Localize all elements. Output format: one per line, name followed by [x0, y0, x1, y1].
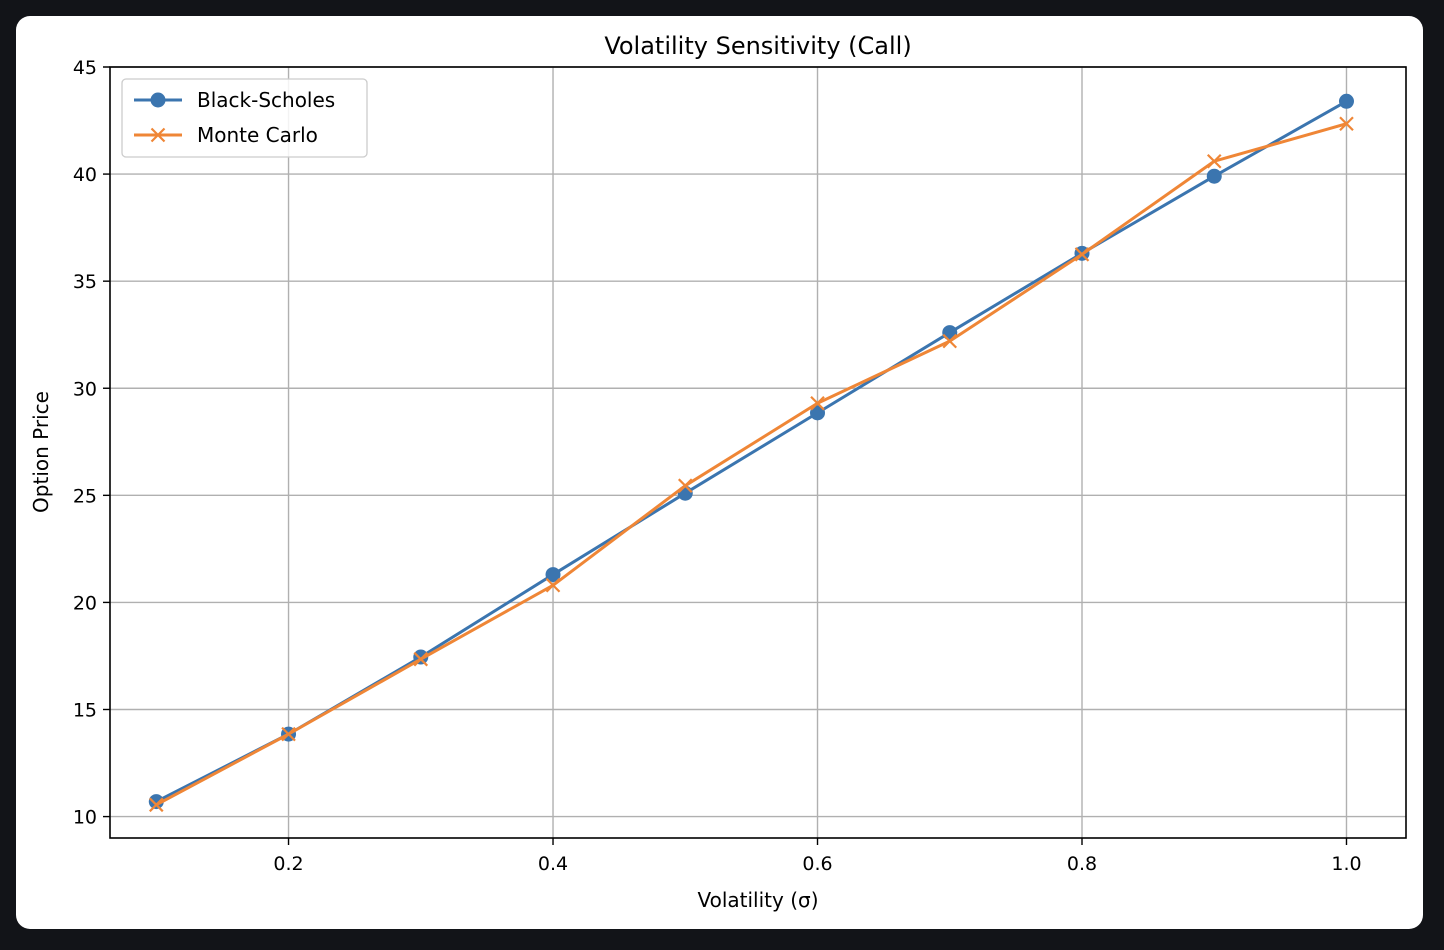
x-tick-label: 0.4 — [538, 853, 568, 875]
legend: Black-Scholes Monte Carlo — [121, 78, 368, 158]
y-tick-label: 25 — [73, 485, 97, 507]
data-point — [281, 726, 296, 742]
data-point — [942, 333, 958, 349]
data-point — [150, 127, 166, 143]
data-point — [1206, 168, 1222, 184]
y-tick-label: 20 — [73, 592, 97, 614]
data-point — [1074, 247, 1090, 262]
legend-box — [121, 78, 368, 158]
legend-label: Monte Carlo — [197, 123, 318, 147]
data-point — [545, 578, 561, 593]
x-tick-label: 0.8 — [1067, 853, 1097, 875]
series-monte-carlo — [149, 116, 1354, 813]
x-tick-label: 1.0 — [1331, 853, 1361, 875]
legend-label: Black-Scholes — [197, 88, 335, 112]
x-tick-label: 0.2 — [273, 853, 303, 875]
axis-ticks: 0.2 0.4 0.6 0.8 1.0 10 15 20 25 30 35 40 45 — [73, 57, 1362, 875]
data-point — [1206, 153, 1222, 169]
data-point — [148, 794, 164, 810]
data-point — [677, 478, 693, 493]
series-line — [155, 122, 1347, 807]
x-tick-label: 0.6 — [802, 853, 832, 875]
data-point — [149, 797, 164, 813]
data-point — [810, 405, 826, 421]
data-point — [545, 567, 561, 583]
series-black-scholes — [148, 93, 1354, 810]
chart-card: Volatility Sensitivity (Call) 0.2 0.4 0.6 0… — [16, 16, 1423, 929]
y-tick-label: 10 — [73, 807, 97, 829]
y-tick-label: 30 — [73, 378, 97, 400]
line-chart: Volatility Sensitivity (Call) 0.2 0.4 0.6 0… — [29, 32, 1407, 912]
y-axis-title: Option Price — [29, 391, 53, 513]
y-tick-label: 40 — [73, 164, 97, 186]
data-point — [1338, 93, 1354, 109]
legend-item: Black-Scholes — [134, 88, 335, 112]
series-line — [155, 99, 1348, 803]
y-tick-label: 45 — [73, 57, 97, 79]
series-layer — [148, 93, 1354, 813]
y-tick-label: 35 — [73, 271, 97, 293]
data-point — [810, 395, 825, 411]
plot-frame — [109, 66, 1407, 839]
y-tick-label: 15 — [73, 700, 97, 722]
data-point — [150, 92, 166, 108]
data-point — [1339, 116, 1354, 132]
x-axis-title: Volatility (σ) — [697, 888, 818, 912]
chart-title: Volatility Sensitivity (Call) — [604, 32, 911, 60]
data-point — [413, 651, 429, 667]
legend-item: Monte Carlo — [134, 123, 318, 147]
